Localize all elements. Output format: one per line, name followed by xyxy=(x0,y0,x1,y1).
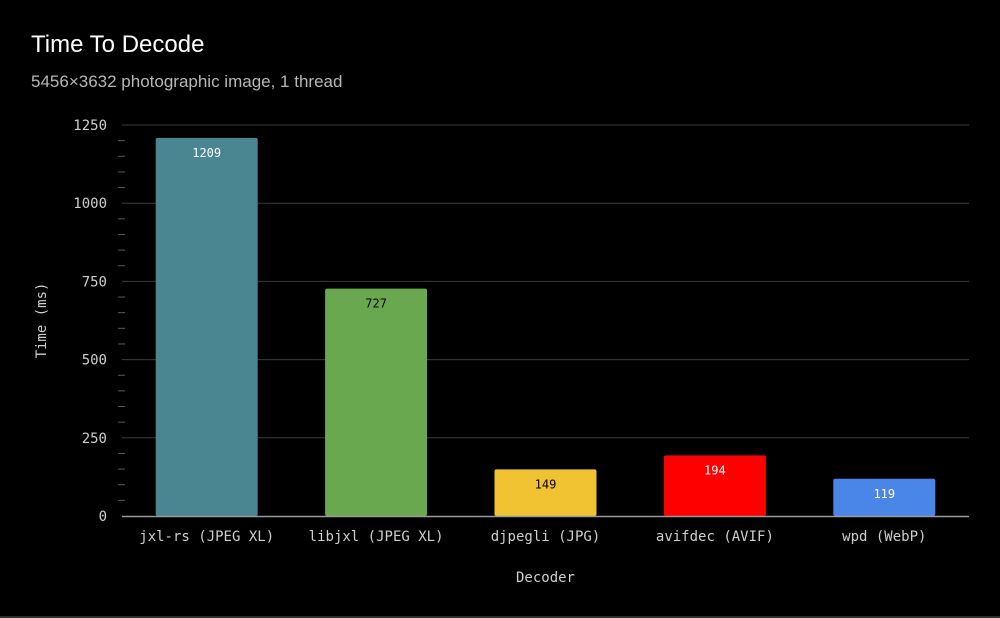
chart-title: Time To Decode xyxy=(31,31,205,58)
bar-data-label: 194 xyxy=(704,463,726,477)
bar xyxy=(833,478,936,516)
y-tick-label: 250 xyxy=(82,431,107,447)
bar xyxy=(663,455,766,516)
x-tick-label: libjxl (JPEG XL) xyxy=(309,529,444,545)
x-tick-label: wpd (WebP) xyxy=(842,529,926,545)
gridlines xyxy=(122,124,969,439)
y-tick-labels: 0 250 500 750 1000 1250 xyxy=(73,118,107,525)
minor-ticks xyxy=(118,140,125,501)
x-tick-label: djpegli (JPG) xyxy=(491,529,601,545)
bar-data-label: 727 xyxy=(365,297,387,311)
bar xyxy=(325,288,428,516)
bar-data-label: 149 xyxy=(535,477,557,491)
bar-data-label: 119 xyxy=(873,487,895,501)
chart-subtitle: 5456×3632 photographic image, 1 thread xyxy=(31,72,343,91)
y-tick-label: 0 xyxy=(99,509,107,525)
y-tick-label: 1250 xyxy=(73,118,107,134)
y-tick-label: 750 xyxy=(82,274,107,290)
bar-data-label: 1209 xyxy=(192,146,221,160)
bar xyxy=(494,469,597,516)
bars xyxy=(155,137,936,516)
x-axis-title: Decoder xyxy=(516,570,575,586)
bar xyxy=(155,137,258,516)
bar-data-labels: 1209 727 149 194 119 xyxy=(192,146,895,501)
x-tick-labels: jxl-rs (JPEG XL) libjxl (JPEG XL) djpegli … xyxy=(139,529,926,545)
y-tick-label: 1000 xyxy=(73,196,107,212)
y-axis-title: Time (ms) xyxy=(34,283,50,359)
y-tick-label: 500 xyxy=(82,353,107,369)
x-tick-label: avifdec (AVIF) xyxy=(656,529,774,545)
x-tick-label: jxl-rs (JPEG XL) xyxy=(139,529,274,545)
